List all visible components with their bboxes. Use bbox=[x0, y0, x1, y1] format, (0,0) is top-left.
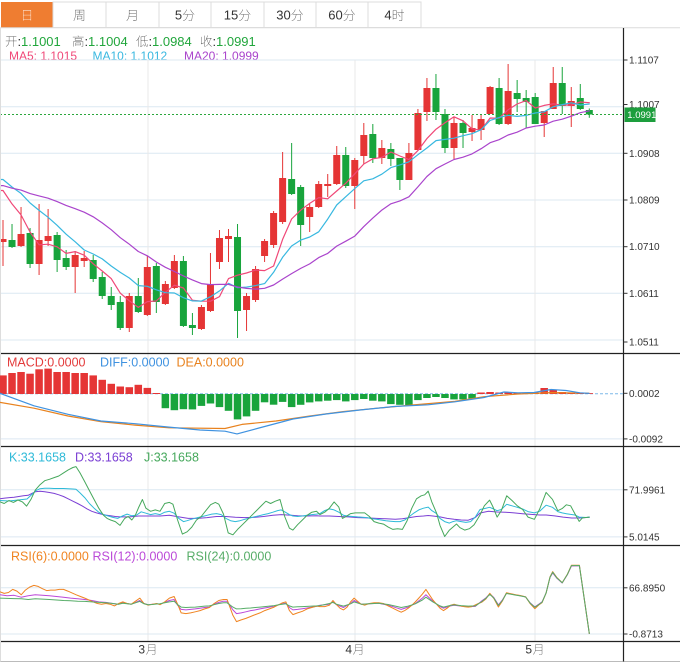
svg-text:3: 3 bbox=[138, 642, 145, 656]
svg-text:-0.0092: -0.0092 bbox=[629, 434, 663, 445]
svg-text:K:33.1658: K:33.1658 bbox=[9, 451, 66, 465]
svg-text::: : bbox=[213, 34, 217, 49]
svg-text:1.1004: 1.1004 bbox=[88, 34, 128, 49]
svg-text:J:33.1658: J:33.1658 bbox=[144, 451, 199, 465]
svg-text:1.0611: 1.0611 bbox=[629, 289, 659, 300]
svg-text:1.0710: 1.0710 bbox=[629, 242, 660, 253]
svg-text:DEA:0.0000: DEA:0.0000 bbox=[177, 356, 244, 370]
svg-text:5: 5 bbox=[525, 642, 532, 656]
svg-text:4: 4 bbox=[345, 642, 352, 656]
svg-text::: : bbox=[18, 34, 22, 49]
svg-text:1.0511: 1.0511 bbox=[629, 338, 659, 349]
svg-text:71.9961: 71.9961 bbox=[629, 485, 666, 496]
svg-text:60: 60 bbox=[328, 8, 342, 23]
svg-text:RSI(6):0.0000: RSI(6):0.0000 bbox=[11, 550, 89, 564]
svg-text:5.0145: 5.0145 bbox=[629, 532, 660, 543]
svg-text:0.0002: 0.0002 bbox=[629, 389, 660, 400]
svg-text:1.0991: 1.0991 bbox=[216, 34, 256, 49]
svg-text:4: 4 bbox=[384, 8, 391, 23]
svg-text:MA10: 1.1012: MA10: 1.1012 bbox=[93, 49, 168, 63]
svg-text:1.0809: 1.0809 bbox=[629, 196, 660, 207]
svg-text::: : bbox=[85, 34, 89, 49]
svg-text:MA5: 1.1015: MA5: 1.1015 bbox=[9, 49, 77, 63]
svg-text:DIFF:0.0000: DIFF:0.0000 bbox=[100, 356, 170, 370]
svg-text:15: 15 bbox=[224, 8, 238, 23]
svg-text:D:33.1658: D:33.1658 bbox=[75, 451, 133, 465]
svg-text:MA20: 1.0999: MA20: 1.0999 bbox=[184, 49, 259, 63]
svg-text:-0.8713: -0.8713 bbox=[629, 630, 663, 641]
svg-text:RSI(24):0.0000: RSI(24):0.0000 bbox=[187, 550, 272, 564]
svg-text:5: 5 bbox=[175, 8, 182, 23]
svg-text:1.0908: 1.0908 bbox=[629, 149, 660, 160]
svg-text:1.0984: 1.0984 bbox=[152, 34, 192, 49]
svg-text:RSI(12):0.0000: RSI(12):0.0000 bbox=[93, 550, 178, 564]
svg-text:1.1001: 1.1001 bbox=[21, 34, 61, 49]
svg-text:1.1007: 1.1007 bbox=[629, 100, 660, 111]
svg-text:MACD:0.0000: MACD:0.0000 bbox=[7, 356, 86, 370]
svg-text:66.8950: 66.8950 bbox=[629, 583, 666, 594]
svg-text:30: 30 bbox=[276, 8, 290, 23]
svg-text:1.0991: 1.0991 bbox=[627, 110, 656, 121]
svg-text::: : bbox=[149, 34, 153, 49]
svg-text:1.1107: 1.1107 bbox=[629, 56, 659, 67]
